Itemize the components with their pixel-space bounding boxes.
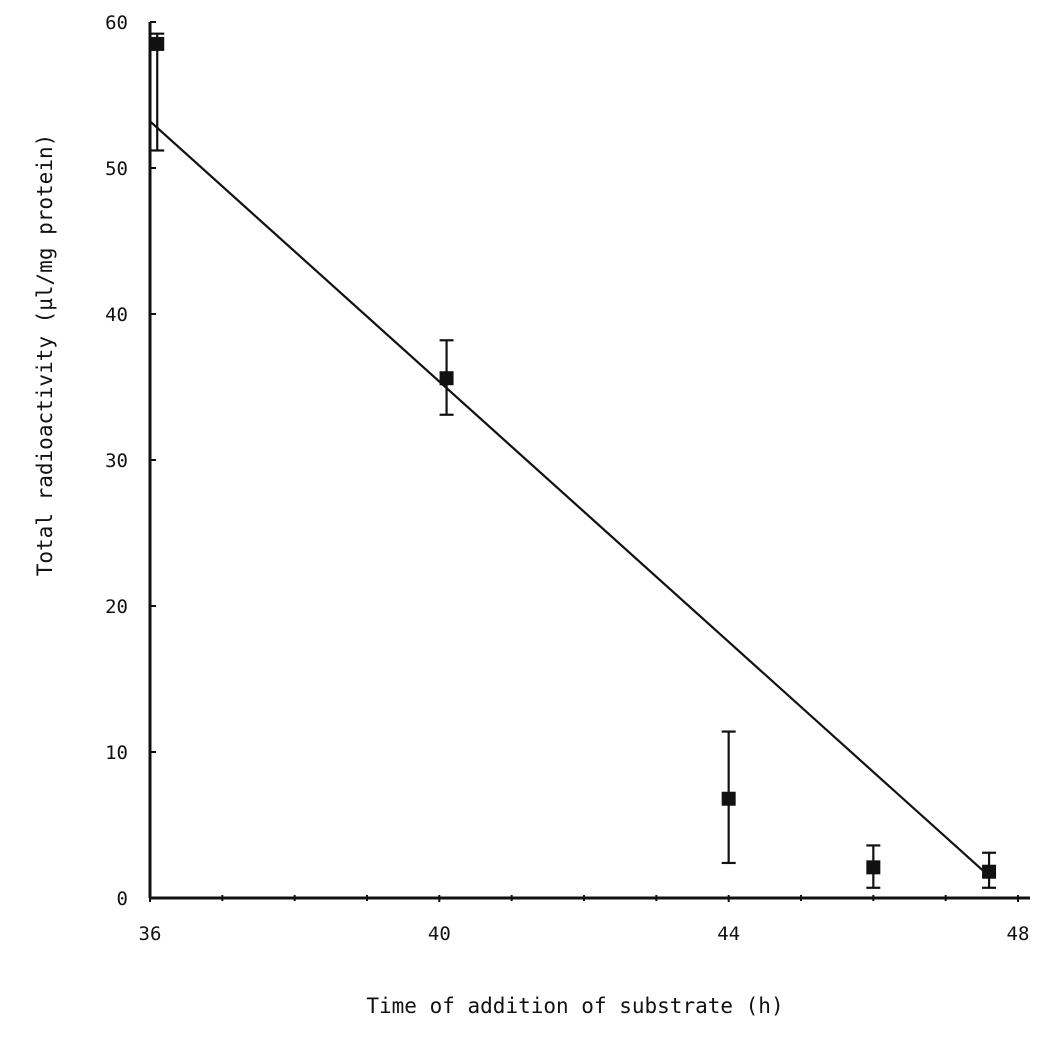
x-tick-label-40: 40 (428, 923, 451, 945)
y-tick-label-40: 40 (105, 304, 128, 326)
axes (148, 22, 1030, 900)
x-tick-label-48: 48 (1007, 923, 1030, 945)
data-points (150, 32, 997, 889)
y-tick-label-50: 50 (105, 158, 128, 180)
y-tick-label-30: 30 (105, 450, 128, 472)
y-tick-label-10: 10 (105, 742, 128, 764)
x-axis-title: Time of addition of substrate (h) (366, 994, 783, 1018)
regression-line (149, 120, 990, 877)
data-point-4 (866, 860, 881, 875)
regression-line-group (149, 120, 990, 877)
data-point-2 (439, 371, 454, 386)
x-tick-label-44: 44 (717, 923, 740, 945)
data-point-5 (982, 864, 997, 879)
y-tick-label-20: 20 (105, 596, 128, 618)
data-point-3 (721, 791, 736, 806)
x-tick-label-36: 36 (139, 923, 162, 945)
y-tick-label-60: 60 (105, 12, 128, 34)
y-tick-label-0: 0 (117, 888, 128, 910)
tick-marks (149, 21, 1019, 902)
y-axis-title: Total radioactivity (µl/mg protein) (33, 134, 57, 577)
data-point-1 (150, 36, 165, 51)
tick-labels: 36 40 44 48 0 10 20 30 40 50 60 (105, 12, 1029, 945)
